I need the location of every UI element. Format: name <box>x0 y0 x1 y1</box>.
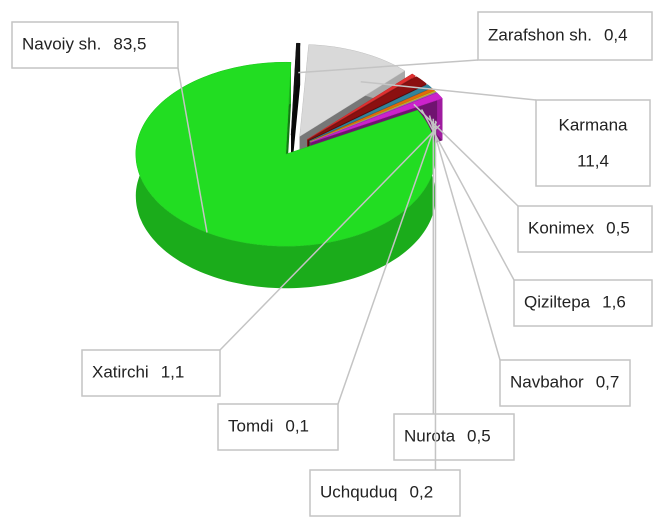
category-label: Karmana <box>559 115 629 134</box>
leader-line <box>360 80 537 101</box>
slice-top <box>306 73 416 140</box>
leader-line <box>177 67 208 233</box>
category-label: Uchquduq <box>320 482 398 501</box>
value-label: 0,2 <box>410 482 434 501</box>
value-label: 0,7 <box>596 372 620 391</box>
category-label: Konimex <box>528 218 595 237</box>
category-label: Zarafshon sh. <box>488 25 592 44</box>
leader-line <box>298 59 479 74</box>
label-box <box>499 359 631 407</box>
category-label: Nurota <box>404 426 456 445</box>
label-box <box>535 99 651 187</box>
slice-top <box>310 91 438 143</box>
value-label: 11,4 <box>577 151 609 170</box>
slice <box>135 61 437 289</box>
slice-top <box>308 76 427 141</box>
label-box <box>217 403 339 451</box>
value-label: 0,1 <box>285 416 309 435</box>
slice-top <box>310 92 443 143</box>
pie <box>135 42 443 289</box>
label-box <box>517 205 653 253</box>
category-label: Tomdi <box>228 416 273 435</box>
leader-line <box>219 124 441 351</box>
value-label: 83,5 <box>113 34 146 53</box>
leader-line <box>428 115 501 361</box>
leader-line <box>337 121 438 405</box>
value-label: 0,5 <box>467 426 491 445</box>
value-label: 0,4 <box>604 25 628 44</box>
category-label: Qiziltepa <box>524 292 591 311</box>
category-label: Navoiy sh. <box>22 34 101 53</box>
label-box <box>309 469 461 517</box>
labels: Navoiy sh. 83,5 Zarafshon sh. 0,4 Karmana 11,… <box>11 11 653 517</box>
category-label: Xatirchi <box>92 362 149 381</box>
category-label: Navbahor <box>510 372 584 391</box>
slice <box>290 42 301 178</box>
label-box <box>81 349 221 397</box>
label-box <box>393 413 515 461</box>
value-label: 1,1 <box>161 362 185 381</box>
leader-line <box>420 109 515 281</box>
value-label: 0,5 <box>606 218 630 237</box>
slice-top <box>309 84 432 142</box>
label-box <box>477 11 653 61</box>
label-box <box>513 279 653 327</box>
label-box <box>11 21 179 69</box>
value-label: 1,6 <box>602 292 626 311</box>
slice-top <box>290 42 301 136</box>
